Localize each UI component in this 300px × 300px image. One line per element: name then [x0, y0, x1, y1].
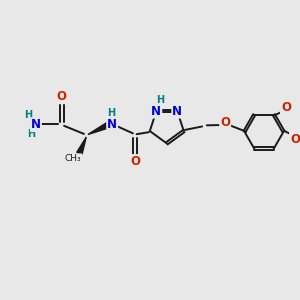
- Text: N: N: [151, 105, 161, 118]
- Text: H: H: [156, 95, 164, 105]
- Text: O: O: [57, 90, 67, 103]
- Polygon shape: [77, 137, 86, 154]
- Text: O: O: [130, 155, 140, 168]
- Text: CH₃: CH₃: [65, 154, 82, 163]
- Text: N: N: [31, 118, 41, 131]
- Text: N: N: [172, 105, 182, 118]
- Text: H: H: [106, 108, 115, 118]
- Text: H: H: [24, 110, 32, 121]
- Polygon shape: [88, 123, 109, 134]
- Text: O: O: [291, 133, 300, 146]
- Text: H: H: [27, 129, 35, 139]
- Text: O: O: [281, 101, 291, 114]
- Text: O: O: [220, 116, 230, 129]
- Text: N: N: [107, 118, 117, 130]
